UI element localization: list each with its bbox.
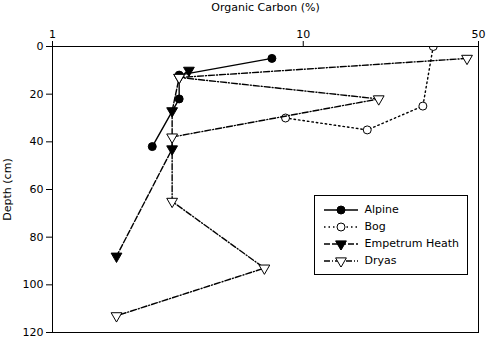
svg-text:Depth (cm): Depth (cm) — [1, 158, 14, 220]
html-text:Empetrum Heath: Empetrum Heath — [364, 237, 459, 250]
svg-text:0: 0 — [37, 40, 44, 53]
svg-text:40: 40 — [30, 135, 44, 148]
svg-text:60: 60 — [30, 183, 44, 196]
html-text:Alpine: Alpine — [364, 203, 399, 216]
svg-text:80: 80 — [30, 231, 44, 244]
svg-text:50: 50 — [472, 28, 486, 41]
svg-text:120: 120 — [23, 326, 44, 339]
svg-text:10: 10 — [296, 28, 310, 41]
svg-text:20: 20 — [30, 88, 44, 101]
html-text:Dryas: Dryas — [364, 254, 397, 267]
html-text:Bog: Bog — [364, 220, 386, 233]
svg-text:1: 1 — [49, 28, 56, 41]
svg-text:100: 100 — [23, 278, 44, 291]
svg-text:Organic Carbon (%): Organic Carbon (%) — [211, 1, 319, 14]
